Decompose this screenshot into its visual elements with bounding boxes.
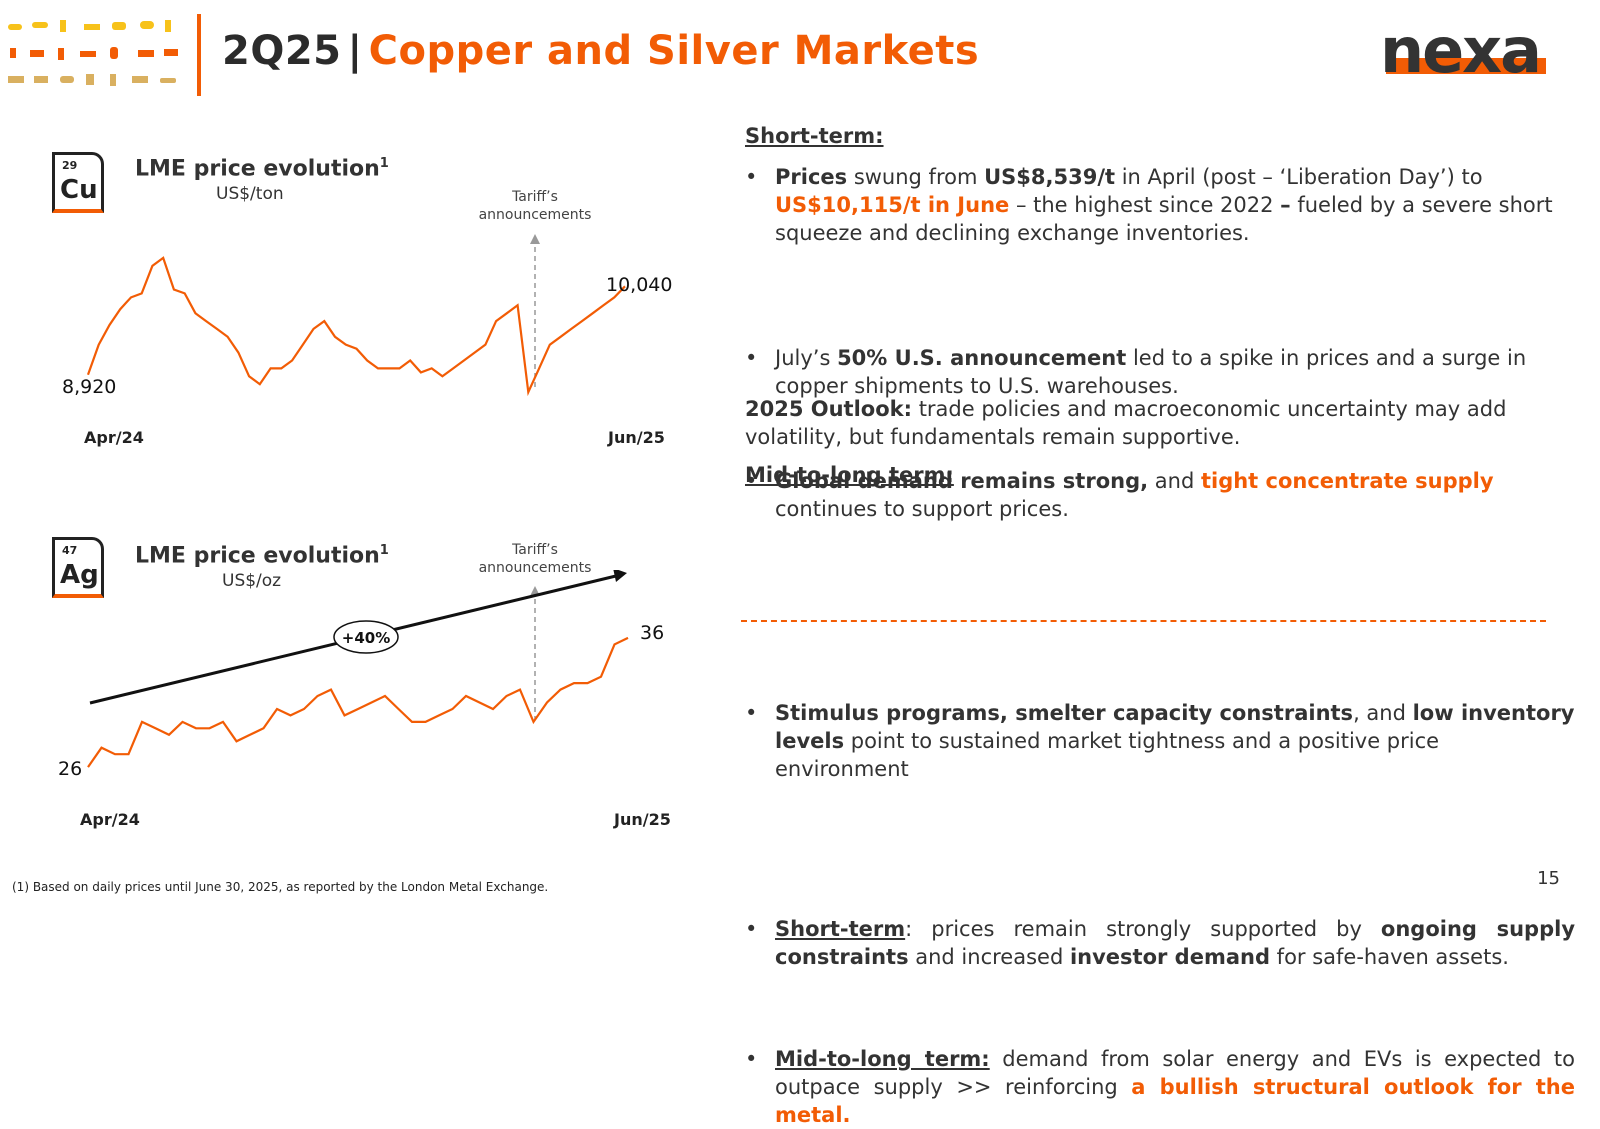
header-divider (197, 14, 201, 96)
copper-x-end: Jun/25 (608, 428, 665, 447)
nexa-logo: nexa (1379, 14, 1542, 87)
copper-short-term-heading: Short-term: (745, 124, 884, 148)
silver-bullet-short-term: • Short-term: prices remain strongly sup… (745, 917, 1576, 969)
copper-bullet-demand: • Global demand remains strong, and tigh… (745, 469, 1494, 521)
silver-trend-arrowhead (613, 570, 627, 582)
silver-chart: +40% (87, 570, 629, 768)
copper-chart-unit: US$/ton (216, 184, 284, 204)
footnote: (1) Based on daily prices until June 30,… (12, 880, 549, 894)
silver-price-line (87, 636, 629, 768)
silver-start-value: 26 (58, 758, 83, 780)
copper-element-icon: 29 Cu (52, 152, 104, 213)
silver-x-end: Jun/25 (614, 810, 671, 829)
silver-trend-label: +40% (342, 629, 390, 647)
copper-start-value: 8,920 (62, 376, 117, 398)
copper-bullet-july: • July’s 50% U.S. announcement led to a … (745, 346, 1527, 398)
silver-trend-badge (333, 620, 399, 654)
page-number: 15 (1537, 868, 1560, 889)
silver-chart-title: LME price evolution1 (135, 543, 389, 569)
copper-x-start: Apr/24 (84, 428, 144, 447)
silver-element-icon: 47 Ag (52, 537, 104, 598)
copper-price-line (86, 256, 626, 397)
silver-chart-unit: US$/oz (222, 571, 282, 591)
silver-x-start: Apr/24 (80, 810, 140, 829)
copper-chart (86, 234, 626, 397)
copper-chart-title: LME price evolution1 (135, 156, 389, 182)
silver-end-value: 36 (640, 622, 665, 644)
silver-tariff-annotation: Tariff’s announcements (478, 542, 592, 576)
copper-end-value: 10,040 (606, 274, 673, 296)
copper-bullet-prices: • Prices swung from US$8,539/t in April … (745, 165, 1553, 245)
copper-mid-term-heading: Mid-to-long term: (745, 463, 954, 487)
page-title: 2Q25 | Copper and Silver Markets (222, 28, 980, 74)
copper-tariff-annotation: Tariff’s announcements (478, 189, 592, 223)
copper-tariff-arrowhead (530, 234, 540, 244)
copper-outlook: 2025 Outlook: trade policies and macroec… (745, 397, 1507, 449)
silver-bullet-mid-term: • Mid-to-long term: demand from solar en… (745, 1047, 1575, 1127)
header-pattern (8, 20, 178, 86)
copper-bullet-stimulus: • Stimulus programs, smelter capacity co… (745, 701, 1575, 781)
section-divider (741, 620, 1546, 622)
